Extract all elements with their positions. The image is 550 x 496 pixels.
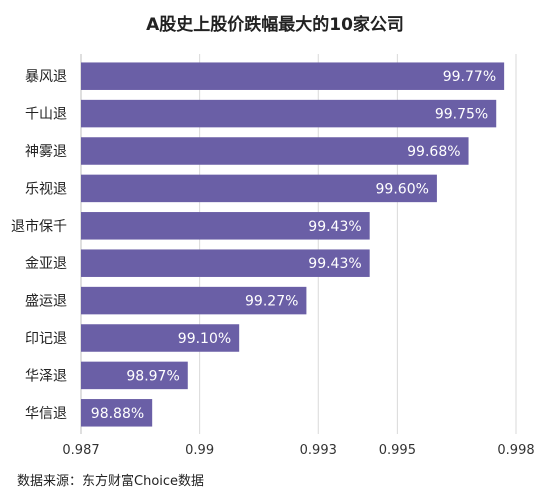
chart-title: A股史上股价跌幅最大的10家公司 (146, 14, 404, 35)
value-label: 99.10% (178, 331, 231, 347)
bar (81, 399, 153, 427)
data-source-note: 数据来源：东方财富Choice数据 (17, 474, 205, 489)
category-label: 乐视退 (25, 181, 67, 197)
category-label: 暴风退 (25, 69, 67, 85)
x-tick-label: 0.987 (62, 443, 99, 458)
x-tick-label: 0.99 (185, 443, 214, 458)
bar (81, 286, 307, 315)
x-tick-label: 0.998 (497, 443, 534, 458)
bar (81, 62, 505, 90)
x-tick-label: 0.993 (300, 443, 337, 458)
x-tick-label: 0.995 (379, 443, 416, 458)
value-label: 98.97% (126, 368, 179, 384)
category-label: 千山退 (25, 107, 67, 123)
category-label: 华泽退 (25, 368, 67, 384)
category-label: 神雾退 (25, 144, 67, 160)
bar (81, 174, 437, 203)
x-axis-ticks: 0.987 0.99 0.993 0.995 0.998 (62, 443, 534, 458)
category-label: 盛运退 (25, 294, 67, 310)
category-label: 印记退 (25, 331, 67, 347)
value-labels: 99.77% 99.75% 99.68% 99.60% 99.43% 99.43% 99.2… (91, 69, 496, 422)
value-label: 99.75% (435, 107, 488, 123)
bar (81, 324, 240, 352)
value-label: 99.77% (443, 69, 496, 85)
value-label: 99.27% (245, 294, 298, 310)
value-label: 99.43% (308, 219, 361, 235)
value-label: 99.68% (407, 144, 460, 160)
category-label: 金亚退 (25, 256, 67, 272)
bar (81, 249, 370, 277)
bar (81, 361, 188, 390)
bars (81, 62, 505, 427)
category-label: 华信退 (25, 406, 67, 422)
category-label: 退市保千 (11, 218, 67, 235)
value-label: 99.60% (376, 181, 429, 197)
bar (81, 99, 497, 128)
value-label: 99.43% (308, 256, 361, 272)
bar (81, 212, 370, 240)
value-label: 98.88% (91, 406, 144, 422)
bar (81, 137, 469, 165)
